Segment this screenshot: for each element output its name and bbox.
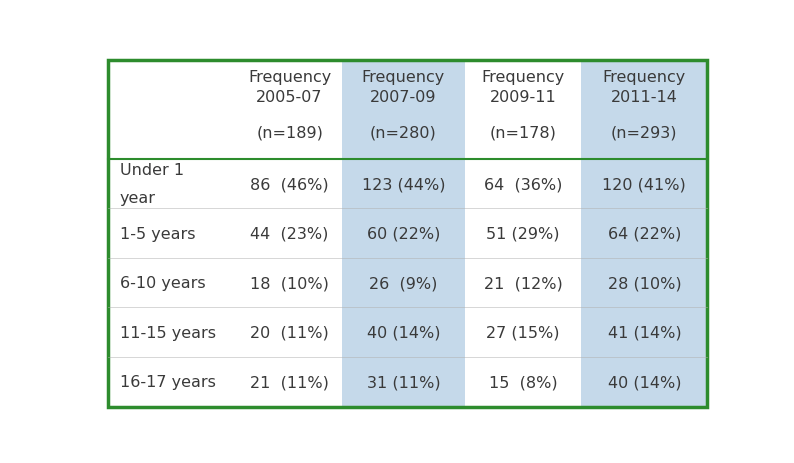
Bar bbox=[237, 61, 342, 407]
Text: 123 (44%): 123 (44%) bbox=[361, 177, 445, 192]
Bar bbox=[342, 61, 464, 407]
Bar bbox=[109, 61, 237, 407]
Text: year: year bbox=[120, 191, 156, 206]
Text: 2009-11: 2009-11 bbox=[490, 90, 557, 105]
Text: Frequency: Frequency bbox=[481, 70, 565, 85]
Text: 31 (11%): 31 (11%) bbox=[367, 375, 440, 389]
Text: 40 (14%): 40 (14%) bbox=[367, 325, 440, 340]
Text: 40 (14%): 40 (14%) bbox=[607, 375, 681, 389]
Text: 18  (10%): 18 (10%) bbox=[250, 275, 329, 291]
Bar bbox=[581, 61, 707, 407]
Text: (n=178): (n=178) bbox=[490, 125, 557, 140]
Text: Frequency: Frequency bbox=[603, 70, 686, 85]
Text: 21  (12%): 21 (12%) bbox=[484, 275, 562, 291]
Text: Frequency: Frequency bbox=[362, 70, 445, 85]
Text: 2005-07: 2005-07 bbox=[256, 90, 323, 105]
Text: 64  (36%): 64 (36%) bbox=[484, 177, 562, 192]
Text: Under 1: Under 1 bbox=[120, 163, 183, 178]
Text: 26  (9%): 26 (9%) bbox=[369, 275, 437, 291]
Text: 2007-09: 2007-09 bbox=[370, 90, 437, 105]
Text: (n=280): (n=280) bbox=[370, 125, 437, 140]
Text: 15  (8%): 15 (8%) bbox=[489, 375, 557, 389]
Text: 6-10 years: 6-10 years bbox=[120, 275, 205, 291]
Bar bbox=[464, 61, 581, 407]
Text: 51 (29%): 51 (29%) bbox=[487, 226, 560, 241]
Text: 1-5 years: 1-5 years bbox=[120, 226, 195, 241]
Text: (n=293): (n=293) bbox=[611, 125, 677, 140]
Text: 64 (22%): 64 (22%) bbox=[607, 226, 681, 241]
Text: 20  (11%): 20 (11%) bbox=[250, 325, 329, 340]
Text: (n=189): (n=189) bbox=[256, 125, 323, 140]
Text: 2011-14: 2011-14 bbox=[611, 90, 678, 105]
Text: 27 (15%): 27 (15%) bbox=[487, 325, 560, 340]
Text: 44  (23%): 44 (23%) bbox=[250, 226, 329, 241]
Text: 16-17 years: 16-17 years bbox=[120, 375, 215, 389]
Text: 11-15 years: 11-15 years bbox=[120, 325, 215, 340]
Text: 21  (11%): 21 (11%) bbox=[250, 375, 329, 389]
Text: Frequency: Frequency bbox=[248, 70, 331, 85]
Text: 120 (41%): 120 (41%) bbox=[603, 177, 686, 192]
Text: 86  (46%): 86 (46%) bbox=[250, 177, 329, 192]
Text: 41 (14%): 41 (14%) bbox=[607, 325, 681, 340]
Text: 28 (10%): 28 (10%) bbox=[607, 275, 681, 291]
Text: 60 (22%): 60 (22%) bbox=[367, 226, 440, 241]
